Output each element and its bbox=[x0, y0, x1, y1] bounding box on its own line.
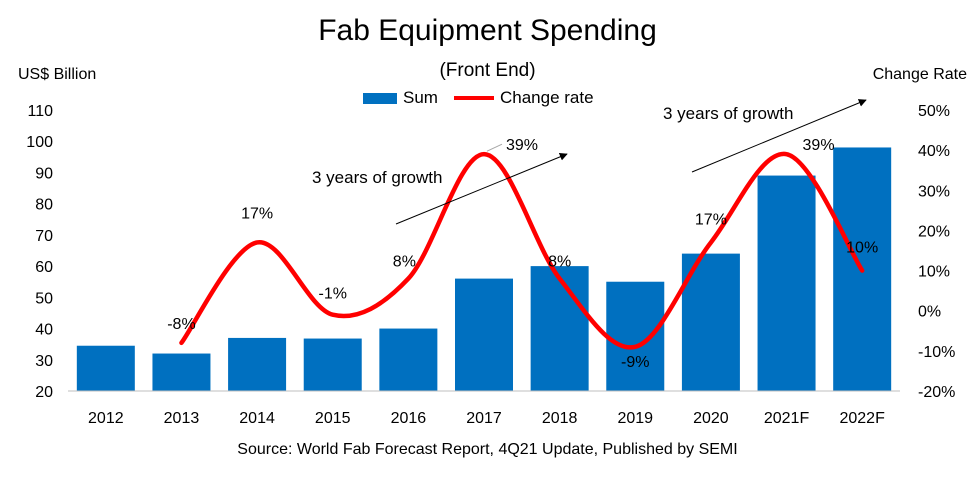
y-axis-label: US$ Billion bbox=[18, 66, 97, 83]
y2-tick-label: 20% bbox=[918, 223, 950, 240]
y2-axis-label: Change Rate bbox=[872, 66, 967, 83]
source-note: Source: World Fab Forecast Report, 4Q21 … bbox=[237, 441, 738, 458]
bar bbox=[530, 266, 589, 391]
x-tick-label: 2013 bbox=[164, 410, 200, 427]
x-tick-label: 2014 bbox=[239, 410, 275, 427]
legend-label-sum: Sum bbox=[403, 88, 438, 107]
y2-tick-label: 10% bbox=[918, 264, 950, 281]
y-tick-label: 60 bbox=[35, 259, 53, 276]
growth-annotation: 3 years of growth bbox=[663, 104, 793, 123]
bar bbox=[606, 281, 665, 391]
x-tick-label: 2018 bbox=[542, 410, 578, 427]
y-tick-label: 50 bbox=[35, 290, 53, 307]
bar bbox=[152, 353, 211, 391]
y-tick-label: 70 bbox=[35, 228, 53, 245]
bar bbox=[303, 338, 362, 391]
bar bbox=[757, 175, 816, 391]
y-tick-label: 40 bbox=[35, 322, 53, 339]
change-rate-line bbox=[179, 151, 865, 350]
bar bbox=[76, 345, 135, 391]
y-tick-label: 100 bbox=[26, 134, 53, 151]
y2-tick-label: -20% bbox=[918, 384, 955, 401]
x-tick-label: 2019 bbox=[617, 410, 653, 427]
y-tick-label: 90 bbox=[35, 165, 53, 182]
bar bbox=[455, 278, 513, 391]
growth-arrow bbox=[691, 99, 867, 173]
x-tick-label: 2016 bbox=[391, 410, 427, 427]
change-rate-data-label: 39% bbox=[803, 137, 835, 154]
bar bbox=[228, 337, 287, 391]
data-label-leader-line bbox=[486, 143, 503, 152]
y2-tick-label: 0% bbox=[918, 304, 941, 321]
y2-tick-label: 30% bbox=[918, 183, 950, 200]
legend-swatch-change bbox=[453, 96, 494, 100]
change-rate-data-label: 17% bbox=[241, 205, 273, 222]
chart-title: Fab Equipment Spending bbox=[318, 14, 657, 47]
x-tick-label: 2012 bbox=[88, 410, 124, 427]
x-tick-label: 2017 bbox=[466, 410, 502, 427]
x-tick-label: 2015 bbox=[315, 410, 351, 427]
change-rate-data-label: 8% bbox=[548, 254, 571, 271]
change-rate-data-label: 17% bbox=[695, 211, 727, 228]
x-tick-label: 2021F bbox=[764, 410, 810, 427]
x-tick-label: 2020 bbox=[693, 410, 729, 427]
change-rate-data-label: 39% bbox=[506, 137, 538, 154]
growth-arrow bbox=[395, 153, 568, 225]
y2-tick-label: -10% bbox=[918, 344, 955, 361]
y-tick-label: 30 bbox=[35, 353, 53, 370]
y-tick-label: 20 bbox=[35, 384, 53, 401]
x-tick-label: 2022F bbox=[839, 410, 885, 427]
legend-swatch-sum bbox=[363, 92, 397, 104]
change-rate-data-label: -9% bbox=[621, 354, 649, 371]
legend-label-change: Change rate bbox=[499, 88, 594, 107]
legend: Sum Change rate bbox=[363, 88, 594, 108]
bar bbox=[379, 328, 438, 391]
chart-subtitle: (Front End) bbox=[439, 60, 536, 81]
y2-tick-label: 50% bbox=[918, 103, 950, 120]
y-tick-label: 80 bbox=[35, 197, 53, 214]
change-rate-data-label: 10% bbox=[846, 240, 878, 257]
change-rate-data-label: -8% bbox=[167, 316, 195, 333]
y-tick-label: 110 bbox=[27, 103, 53, 120]
growth-annotation: 3 years of growth bbox=[312, 168, 442, 187]
change-rate-data-label: -1% bbox=[319, 286, 347, 303]
y2-tick-label: 40% bbox=[918, 143, 950, 160]
change-rate-data-label: 8% bbox=[393, 254, 416, 271]
